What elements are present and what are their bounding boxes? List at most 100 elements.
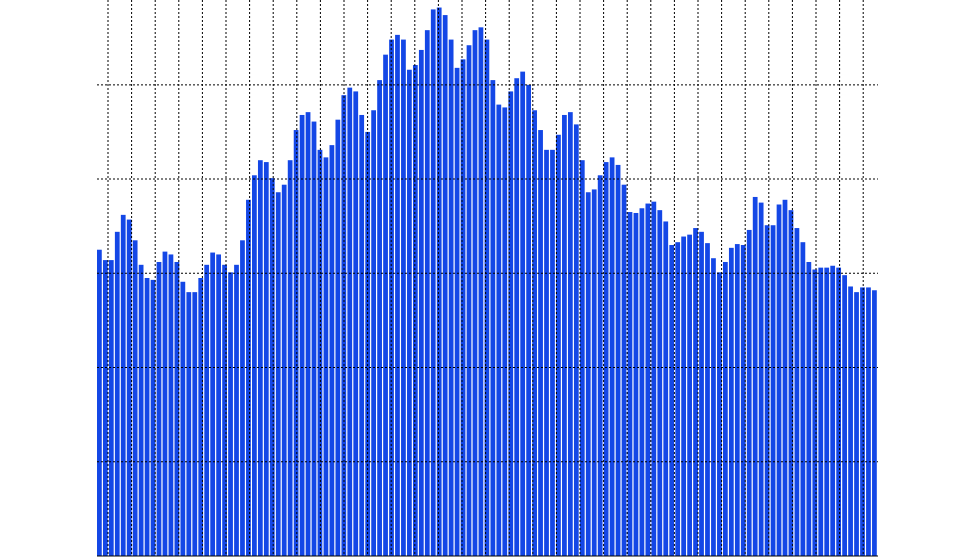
- bar: [168, 254, 174, 556]
- bar: [651, 201, 657, 557]
- bar: [836, 267, 842, 556]
- bar: [711, 258, 716, 556]
- bar: [448, 39, 454, 557]
- bar: [776, 204, 782, 556]
- bar: [210, 252, 216, 556]
- bar: [216, 254, 221, 556]
- bar: [538, 130, 543, 556]
- bar: [693, 228, 698, 556]
- bar: [204, 264, 210, 556]
- bar: [615, 164, 621, 556]
- bar: [550, 149, 555, 557]
- bar: [263, 162, 269, 556]
- bar: [114, 231, 120, 556]
- bar: [335, 119, 341, 556]
- bar: [830, 265, 836, 556]
- bar: [728, 247, 734, 557]
- bar: [257, 160, 263, 557]
- bar: [717, 272, 722, 556]
- bar: [108, 260, 114, 556]
- bar: [764, 225, 770, 556]
- bar: [812, 269, 818, 556]
- bar: [597, 175, 603, 556]
- bar: [454, 67, 460, 557]
- bar: [460, 59, 466, 556]
- bar: [222, 264, 227, 556]
- bar: [102, 260, 108, 556]
- bar: [788, 210, 794, 556]
- bar: [687, 234, 692, 556]
- bar: [752, 196, 758, 556]
- bar: [866, 287, 871, 556]
- bar: [669, 245, 675, 556]
- bar: [150, 279, 156, 556]
- bar: [353, 91, 359, 557]
- bar: [252, 175, 257, 556]
- bar: [675, 242, 681, 557]
- bar: [138, 264, 144, 556]
- bar: [287, 160, 293, 557]
- bar: [156, 261, 162, 556]
- bar: [746, 229, 752, 557]
- bar: [126, 219, 132, 556]
- bar: [514, 78, 520, 556]
- bar: [311, 121, 317, 556]
- bar: [740, 245, 746, 556]
- bar: [144, 278, 150, 556]
- bar: [645, 203, 651, 556]
- bar: [412, 65, 418, 556]
- bar: [484, 39, 490, 557]
- bar: [240, 240, 245, 556]
- bar: [872, 290, 877, 556]
- bar: [734, 244, 740, 556]
- bar: [365, 131, 371, 557]
- bar: [246, 199, 251, 556]
- bar: [609, 157, 615, 556]
- bar: [848, 286, 853, 556]
- bar: [228, 272, 233, 556]
- bar: [562, 114, 567, 557]
- bar: [132, 240, 138, 556]
- bar: [466, 45, 472, 557]
- bar: [371, 110, 377, 556]
- bar: [347, 87, 353, 556]
- bar: [770, 225, 776, 556]
- bar: [800, 242, 806, 557]
- bar: [526, 84, 532, 556]
- bar: [299, 114, 305, 557]
- bar: [275, 192, 281, 556]
- bar: [806, 261, 812, 556]
- bar: [442, 15, 448, 557]
- bar: [818, 267, 824, 556]
- bar: [722, 261, 728, 556]
- bar: [496, 104, 502, 556]
- bar: [424, 30, 430, 556]
- bar: [627, 212, 633, 556]
- bar: [532, 110, 537, 556]
- bar: [508, 91, 514, 557]
- bar: [377, 80, 382, 557]
- bar: [633, 212, 639, 557]
- bar: [323, 157, 329, 556]
- bar: [681, 236, 687, 557]
- bar: [162, 251, 168, 556]
- bar: [663, 221, 669, 556]
- bar: [520, 71, 526, 557]
- bar: [758, 202, 764, 556]
- bar: [120, 214, 126, 556]
- bar: [490, 80, 496, 557]
- bar: [198, 278, 204, 556]
- bar: [359, 114, 365, 557]
- bar: [430, 9, 436, 557]
- bar: [544, 149, 549, 557]
- bar: [854, 292, 859, 556]
- bar: [269, 178, 275, 557]
- bar: [782, 199, 788, 556]
- bar: [407, 69, 412, 556]
- bar: [472, 30, 478, 556]
- bar: [699, 231, 704, 556]
- bar: [293, 130, 299, 556]
- bar: [556, 134, 561, 556]
- bar: [603, 162, 609, 556]
